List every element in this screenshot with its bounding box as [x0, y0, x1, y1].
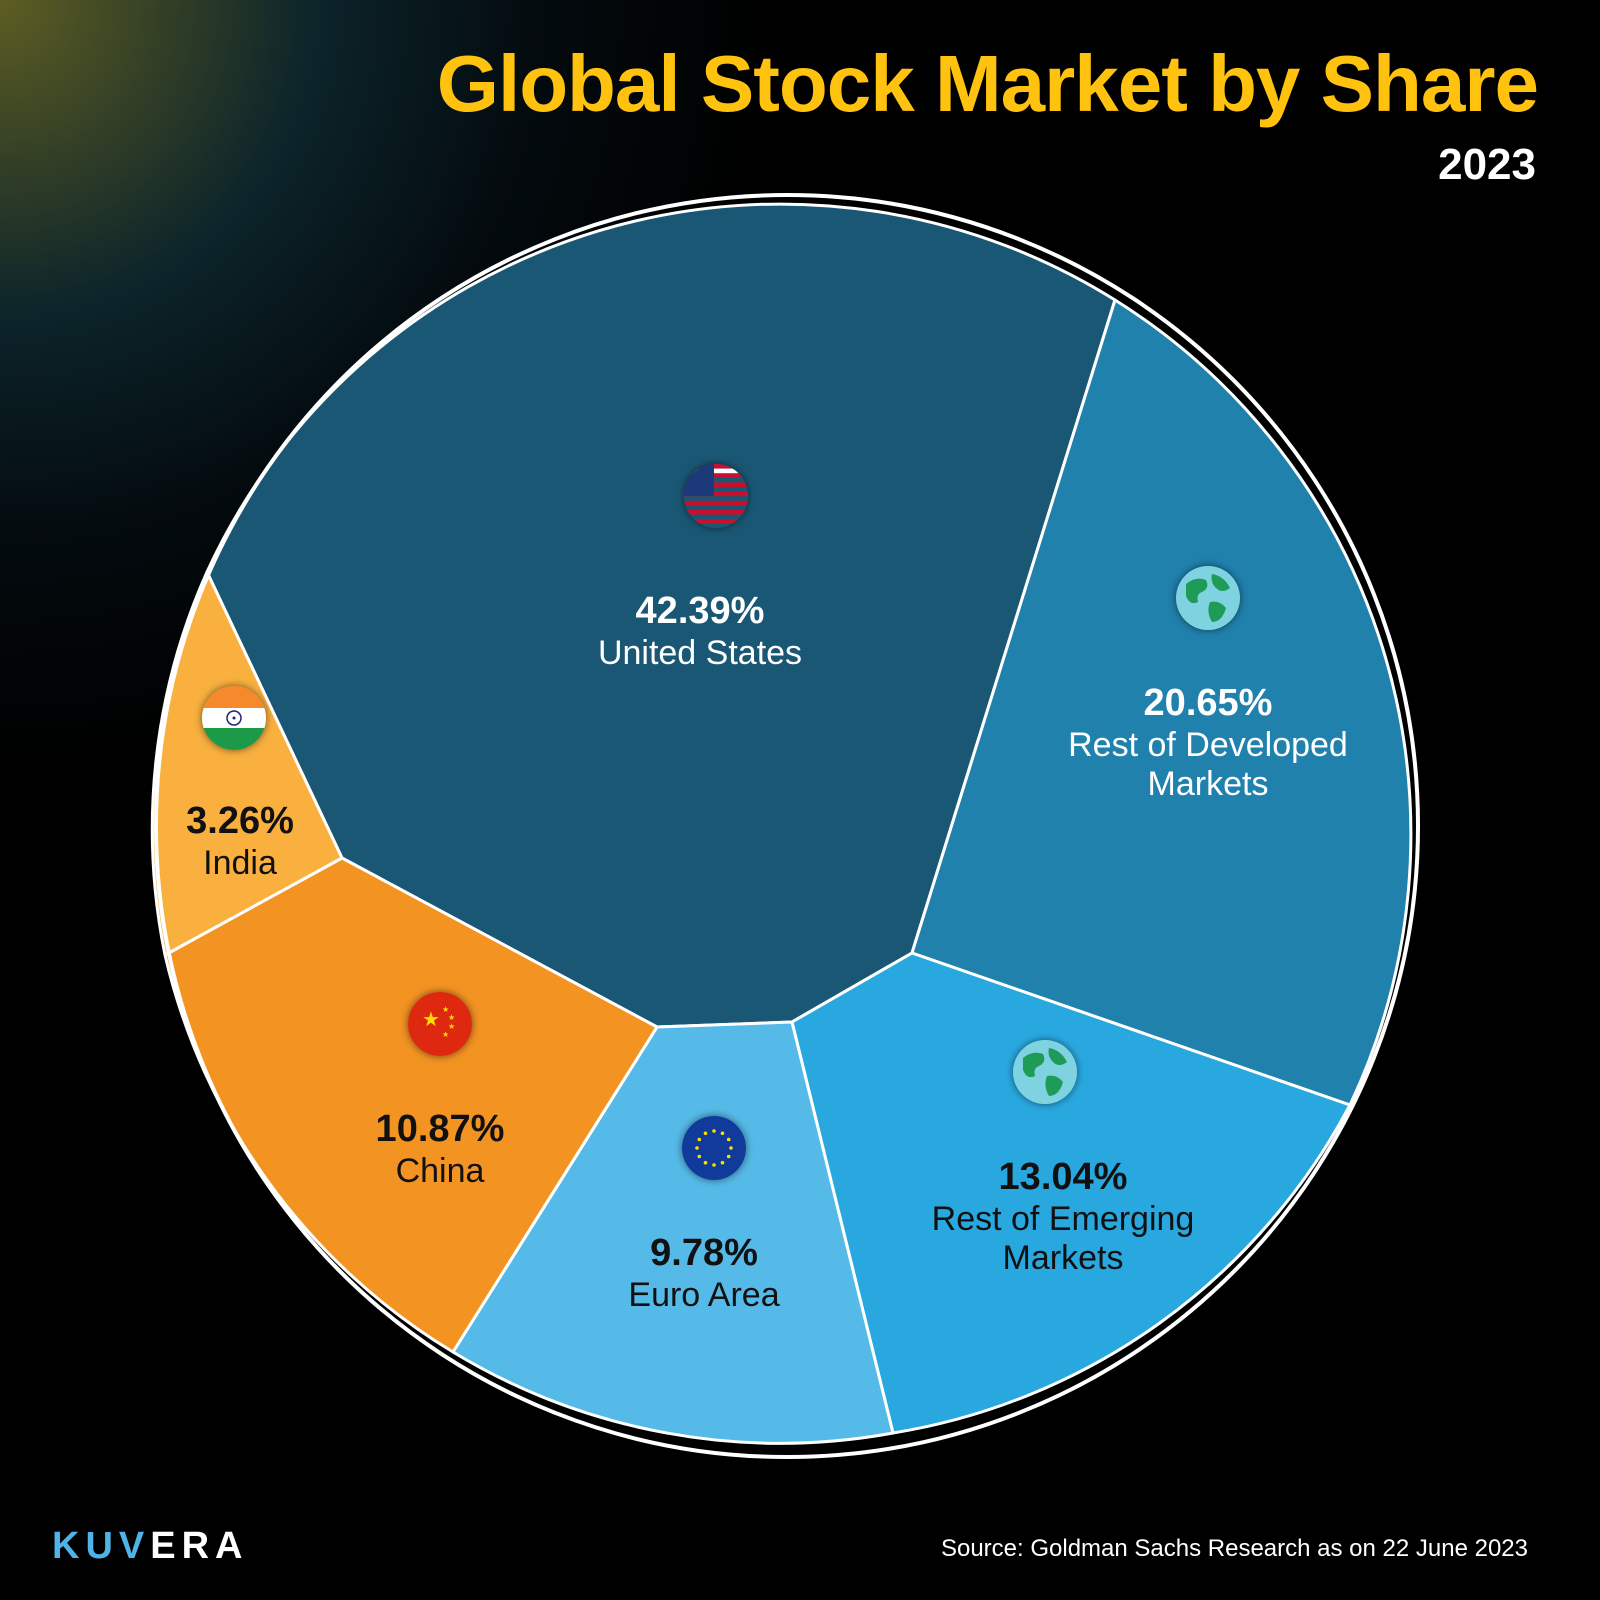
us-flag-icon: [684, 464, 748, 528]
svg-text:★: ★: [442, 1030, 449, 1039]
slice-label: 42.39% United States: [598, 590, 802, 673]
globe-icon: [1013, 1040, 1077, 1104]
slice-name-label: United States: [597, 633, 803, 672]
slice-name-label: Rest of Emerging Markets: [931, 1199, 1195, 1277]
india-flag-icon: [202, 686, 266, 750]
slice-value-label: 9.78%: [650, 1232, 758, 1274]
slice-name-label: China: [395, 1151, 485, 1190]
svg-text:★: ★: [422, 1009, 440, 1031]
slice-value-label: 13.04%: [998, 1156, 1128, 1198]
slice-name-label: India: [203, 843, 277, 882]
source-note: Source: Goldman Sachs Research as on 22 …: [940, 1535, 1528, 1562]
slice-value-label: 42.39%: [635, 590, 765, 632]
pie-slice-rest-of-developed-markets: [910, 298, 1413, 1107]
kuvera-logo: KUVERA: [52, 1525, 249, 1567]
chart-title: Global Stock Market by Share: [436, 39, 1539, 128]
china-flag-icon: ★ ★ ★ ★ ★: [408, 992, 472, 1056]
slice-label: 13.04% Rest of Emerging Markets: [898, 1156, 1228, 1278]
slice-name-label: Rest of Developed Markets: [1068, 725, 1348, 803]
pie-slice-india: [150, 570, 344, 957]
slice-label: 10.87% China: [376, 1108, 505, 1191]
pie-slice-rest-of-emerging-markets: [790, 951, 1352, 1435]
svg-text:★: ★: [448, 1022, 455, 1031]
slice-label: 3.26% India: [186, 800, 294, 883]
slice-value-label: 20.65%: [1143, 682, 1273, 724]
slice-name-label: Euro Area: [628, 1275, 780, 1314]
slice-label: 20.65% Rest of Developed Markets: [1043, 682, 1373, 804]
slice-label: 9.78% Euro Area: [628, 1232, 779, 1315]
svg-text:★: ★: [442, 1005, 449, 1014]
slice-value-label: 10.87%: [375, 1108, 505, 1150]
chart-subtitle: 2023: [1438, 140, 1536, 189]
slice-value-label: 3.26%: [186, 800, 294, 842]
eu-flag-icon: [682, 1116, 746, 1180]
svg-text:★: ★: [448, 1013, 455, 1022]
pie-slice-euro-area: [451, 1020, 895, 1445]
globe-icon: [1176, 566, 1240, 630]
pie-outline: [154, 193, 1420, 1459]
